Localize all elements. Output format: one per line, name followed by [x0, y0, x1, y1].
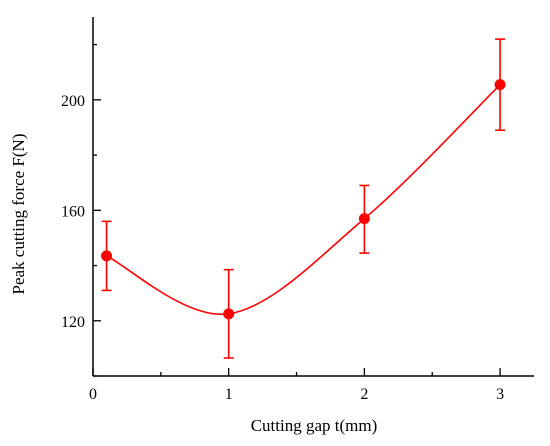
error-bars	[101, 38, 506, 359]
x-tick-label: 0	[89, 386, 97, 403]
data-point	[101, 250, 113, 262]
y-tick-label: 120	[61, 314, 85, 331]
axes	[92, 17, 534, 377]
data-point	[494, 79, 506, 91]
x-tick-label: 1	[225, 386, 233, 403]
x-tick-label: 3	[496, 386, 504, 403]
y-axis-label: Peak cutting force F(N)	[9, 134, 28, 295]
y-tick-label: 200	[61, 93, 85, 110]
x-ticks: 0 1 2 3	[89, 368, 504, 403]
data-points	[101, 79, 506, 320]
x-axis-label: Cutting gap t(mm)	[251, 416, 378, 435]
y-ticks: 120 160 200	[61, 43, 101, 377]
series-curve	[106, 84, 501, 316]
x-tick-label: 2	[360, 386, 368, 403]
data-point	[223, 308, 235, 320]
data-point	[358, 213, 370, 225]
y-tick-label: 160	[61, 203, 85, 220]
